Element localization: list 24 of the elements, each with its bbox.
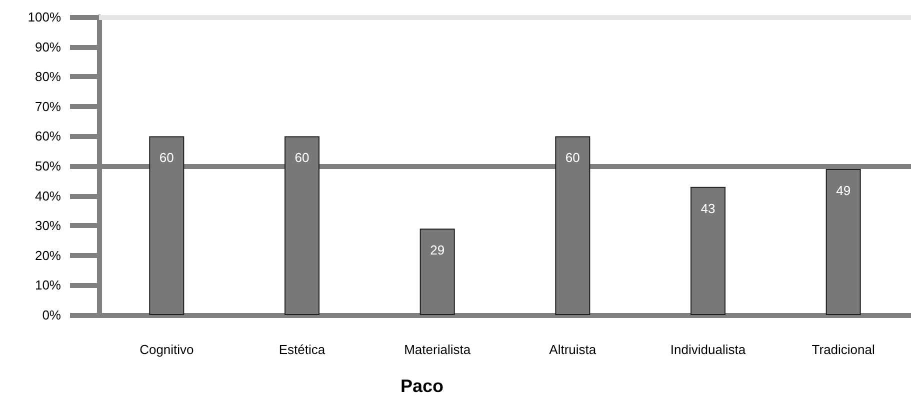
x-axis-title: Paco bbox=[400, 376, 444, 396]
x-tick-label: Tradicional bbox=[812, 342, 875, 357]
x-tick-label: Cognitivo bbox=[140, 342, 194, 357]
y-tick-label: 10% bbox=[34, 278, 62, 293]
y-tick-label: 100% bbox=[28, 10, 62, 24]
y-tick-label: 30% bbox=[34, 218, 62, 234]
data-label: 60 bbox=[159, 150, 174, 166]
data-label: 43 bbox=[700, 200, 716, 216]
data-label: 29 bbox=[430, 242, 445, 258]
y-tick-label: 50% bbox=[34, 158, 62, 174]
y-tick-label: 0% bbox=[42, 308, 62, 322]
x-tick-label: Materialista bbox=[404, 342, 472, 357]
y-tick-label: 20% bbox=[34, 248, 62, 263]
data-label: 60 bbox=[294, 150, 310, 166]
y-tick-label: 60% bbox=[34, 128, 62, 144]
y-tick-label: 80% bbox=[34, 69, 62, 84]
y-tick-label: 40% bbox=[34, 188, 62, 204]
y-tick-label: 90% bbox=[34, 39, 62, 54]
y-tick-label: 70% bbox=[34, 98, 62, 114]
x-tick-label: Estética bbox=[278, 342, 326, 357]
data-label: 60 bbox=[565, 150, 580, 166]
data-label: 49 bbox=[836, 182, 851, 198]
x-tick-label: Altruista bbox=[549, 342, 597, 357]
x-tick-label: Individualista bbox=[670, 342, 746, 357]
